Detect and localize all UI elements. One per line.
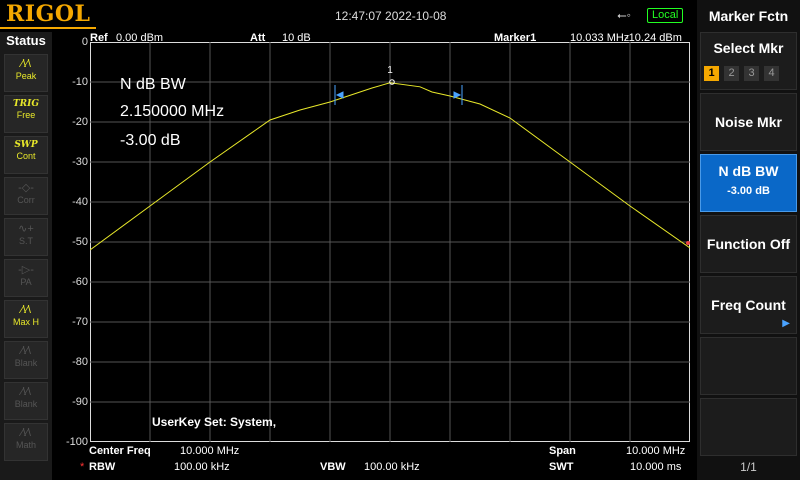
- status-blank-1[interactable]: ⁄\⁄\ Blank: [4, 341, 48, 379]
- status-blank-2[interactable]: ⁄\⁄\ Blank: [4, 382, 48, 420]
- maxhold-icon: ⁄\⁄\: [21, 304, 31, 316]
- status-source[interactable]: ∿+ S.T: [4, 218, 48, 256]
- status-label: Math: [15, 440, 36, 450]
- preamp-icon: -▷-: [18, 264, 34, 276]
- ndb-bw-button[interactable]: N dB BW -3.00 dB: [700, 154, 797, 212]
- status-label: Max H: [12, 317, 39, 327]
- local-badge[interactable]: Local: [647, 8, 684, 23]
- blank-icon: ⁄\⁄\: [21, 345, 31, 357]
- marker-2-option[interactable]: 2: [724, 66, 739, 81]
- select-mkr-button[interactable]: Select Mkr: [700, 32, 797, 90]
- swt-value: 10.000 ms: [630, 461, 682, 473]
- rbw-value: 100.00 kHz: [174, 461, 230, 473]
- trig-icon: TRIG: [12, 99, 40, 109]
- freq-count-button[interactable]: Freq Count ▶: [700, 276, 797, 334]
- ndb-bw-value: -3.00 dB: [727, 185, 770, 197]
- noise-mkr-label: Noise Mkr: [715, 114, 782, 130]
- center-freq-value: 10.000 MHz: [180, 445, 240, 457]
- empty-softkey-2[interactable]: [700, 398, 797, 456]
- ndb-title: N dB BW: [120, 76, 186, 93]
- y-tick: -40: [72, 196, 88, 208]
- y-tick: -10: [72, 76, 88, 88]
- peak-icon: ⁄\⁄\: [21, 58, 31, 70]
- y-tick: -70: [72, 316, 88, 328]
- marker-number: 1: [387, 65, 393, 76]
- y-tick: -60: [72, 276, 88, 288]
- status-corr[interactable]: -◇- Corr: [4, 177, 48, 215]
- menu-title: Marker Fctn: [708, 8, 789, 24]
- y-tick: -50: [72, 236, 88, 248]
- y-tick: -30: [72, 156, 88, 168]
- marker-1-option[interactable]: 1: [704, 66, 719, 81]
- ref-value: 0.00 dBm: [116, 32, 164, 44]
- usb-icon: ⭠◦: [617, 8, 631, 22]
- select-mkr-label: Select Mkr: [713, 40, 784, 56]
- marker-level: -10.24 dBm: [625, 32, 682, 44]
- freq-count-label: Freq Count: [711, 297, 786, 313]
- span-value: 10.000 MHz: [626, 445, 686, 457]
- status-label: Peak: [15, 71, 37, 81]
- status-trig[interactable]: TRIG Free: [4, 95, 48, 133]
- function-off-button[interactable]: Function Off: [700, 215, 797, 273]
- marker-label: Marker1: [494, 32, 537, 44]
- att-label: Att: [250, 32, 266, 44]
- top-bar: [0, 0, 697, 32]
- status-sweep[interactable]: SWP Cont: [4, 136, 48, 174]
- noise-mkr-button[interactable]: Noise Mkr: [700, 93, 797, 151]
- att-value: 10 dB: [282, 32, 311, 44]
- empty-softkey-1[interactable]: [700, 337, 797, 395]
- rbw-label[interactable]: RBW: [89, 461, 116, 473]
- marker-3-option[interactable]: 3: [744, 66, 759, 81]
- source-icon: ∿+: [18, 223, 34, 235]
- status-math[interactable]: ⁄\⁄\ Math: [4, 423, 48, 461]
- userkey-status: UserKey Set: System,: [152, 415, 277, 429]
- center-freq-label[interactable]: Center Freq: [89, 445, 151, 457]
- status-label: Blank: [14, 358, 38, 368]
- math-icon: ⁄\⁄\: [21, 427, 31, 439]
- y-tick: -100: [65, 436, 88, 448]
- function-off-label: Function Off: [706, 236, 791, 252]
- ndb-right-marker-icon: [453, 85, 463, 105]
- vbw-label[interactable]: VBW: [320, 461, 346, 473]
- y-tick: -80: [72, 356, 88, 368]
- marker-point: [389, 79, 395, 85]
- status-preamp[interactable]: -▷- PA: [4, 259, 48, 297]
- trace-end-marker-icon: [686, 241, 690, 245]
- graticule: 1: [90, 42, 690, 442]
- logo-underline: [0, 27, 96, 29]
- spectrum-display[interactable]: 1: [90, 42, 690, 442]
- y-tick: -20: [72, 116, 88, 128]
- marker-freq: 10.033 MHz: [570, 32, 630, 44]
- status-maxhold[interactable]: ⁄\⁄\ Max H: [4, 300, 48, 338]
- rbw-manual-star: *: [80, 461, 85, 473]
- status-label: S.T: [18, 236, 33, 246]
- status-label: Corr: [17, 195, 35, 205]
- rigol-logo: RIGOL: [6, 1, 91, 27]
- ndb-bandwidth: 2.150000 MHz: [120, 103, 225, 120]
- swt-label[interactable]: SWT: [549, 461, 574, 473]
- status-label: PA: [20, 277, 32, 287]
- span-label[interactable]: Span: [549, 445, 576, 457]
- y-tick: -90: [72, 396, 88, 408]
- blank-icon: ⁄\⁄\: [21, 386, 31, 398]
- submenu-arrow-icon: ▶: [782, 318, 790, 329]
- corr-icon: -◇-: [18, 182, 34, 194]
- ndb-bw-label: N dB BW: [718, 163, 779, 179]
- datetime: 12:47:07 2022-10-08: [335, 9, 447, 23]
- status-label: Cont: [16, 151, 36, 161]
- ndb-level: -3.00 dB: [120, 132, 181, 149]
- ref-label: Ref: [90, 32, 108, 44]
- marker-4-option[interactable]: 4: [764, 66, 779, 81]
- vbw-value: 100.00 kHz: [364, 461, 420, 473]
- y-tick: 0: [81, 36, 88, 48]
- ndb-left-marker-icon: [334, 85, 344, 105]
- status-title: Status: [6, 33, 46, 48]
- menu-page-indicator: 1/1: [740, 460, 757, 474]
- status-label: Free: [16, 110, 36, 120]
- status-peak[interactable]: ⁄\⁄\ Peak: [4, 54, 48, 92]
- sweep-icon: SWP: [14, 140, 38, 150]
- status-label: Blank: [14, 399, 38, 409]
